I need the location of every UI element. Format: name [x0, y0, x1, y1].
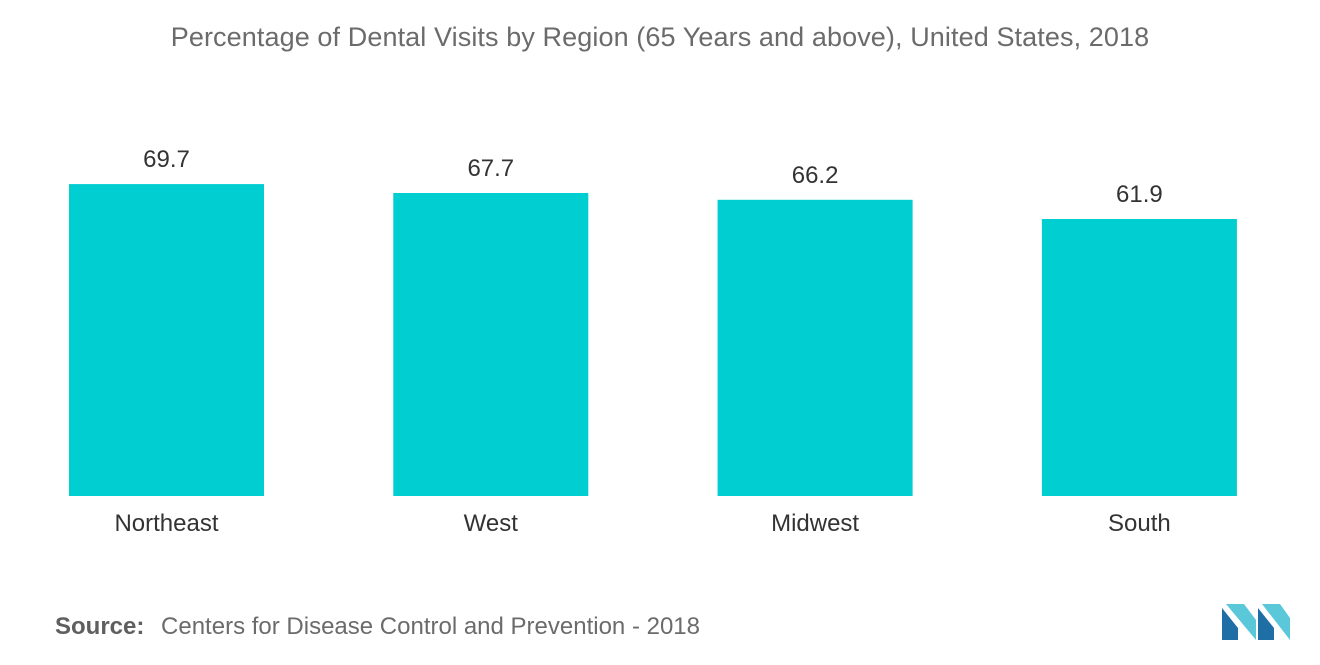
x-tick-label: Midwest: [771, 510, 859, 537]
logo-shape-2: [1226, 604, 1256, 640]
source-label: Source:: [55, 613, 145, 640]
bar-value-label: 69.7: [143, 146, 190, 173]
bar-south: [1041, 219, 1237, 496]
bar-midwest: [717, 199, 913, 497]
bar-value-label: 67.7: [467, 155, 514, 182]
bar-west: [393, 193, 589, 496]
logo-shape-3: [1258, 608, 1274, 640]
x-tick-label: Northeast: [114, 510, 218, 537]
chart-title: Percentage of Dental Visits by Region (6…: [170, 22, 1150, 52]
bar-value-label: 66.2: [792, 162, 839, 189]
mordor-intelligence-logo-icon: [1222, 604, 1290, 640]
x-tick-label: South: [1108, 510, 1171, 537]
logo-shape-1: [1222, 608, 1238, 640]
bar-northeast: [69, 184, 264, 496]
bar-chart: 69.7 Northeast 67.7 West 66.2 Midwest 61.9 Sout…: [69, 146, 1237, 537]
bar-value-label: 61.9: [1116, 181, 1163, 208]
source-text: Centers for Disease Control and Preventi…: [161, 613, 700, 640]
source-note: Source: Centers for Disease Control and …: [55, 613, 700, 641]
x-tick-label: West: [464, 510, 519, 537]
logo-shape-4: [1262, 604, 1290, 640]
